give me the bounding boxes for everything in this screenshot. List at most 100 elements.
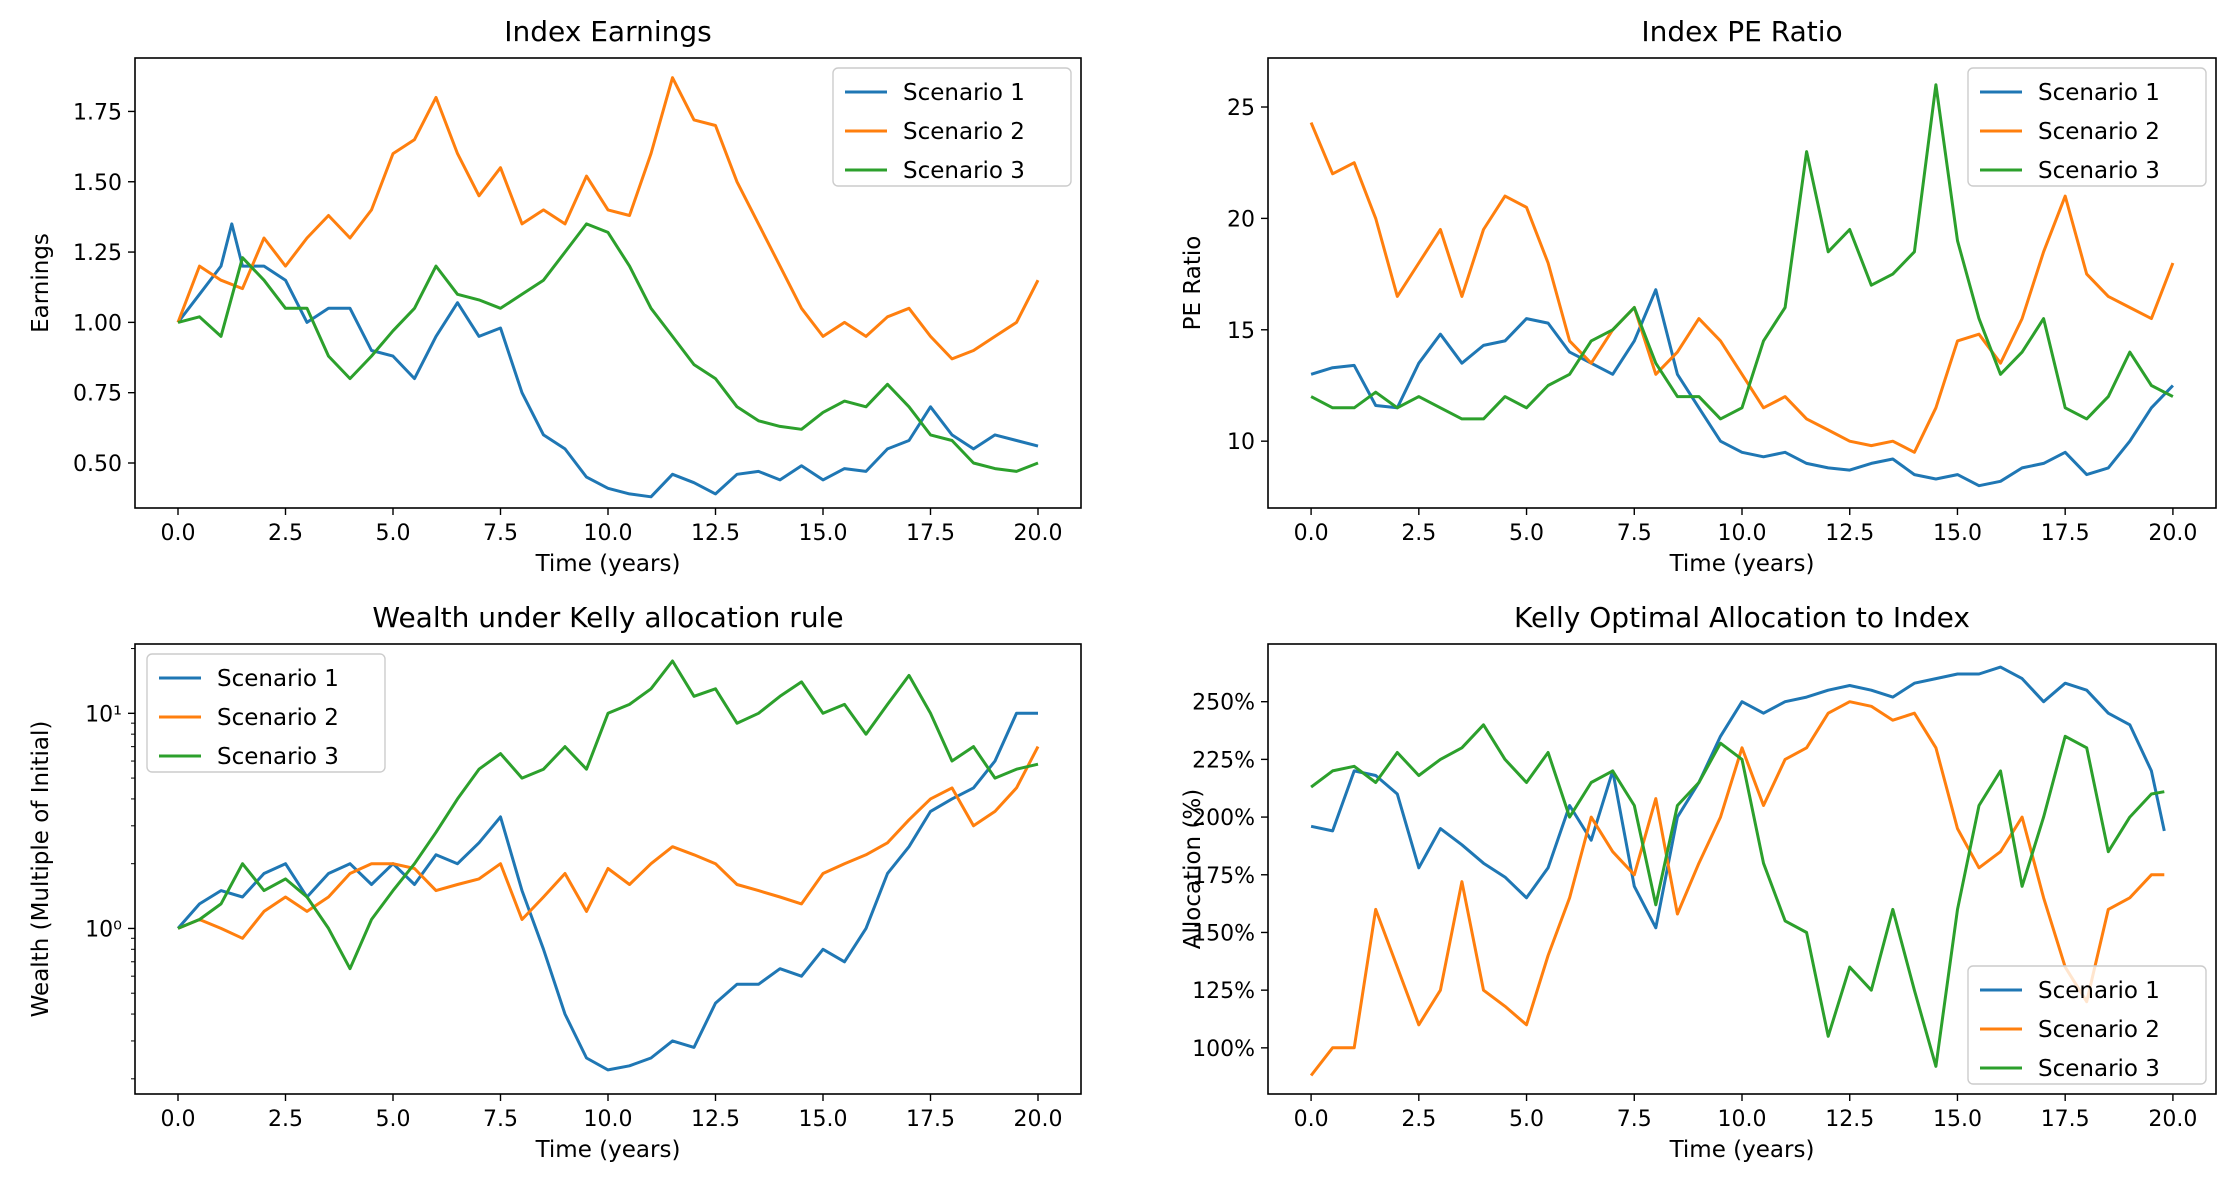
x-tick-label: 5.0 xyxy=(1509,1107,1544,1132)
x-tick-label: 15.0 xyxy=(1933,521,1982,546)
legend: Scenario 1 Scenario 2 Scenario 3 xyxy=(1967,67,2207,187)
x-tick-label: 7.5 xyxy=(483,521,518,546)
y-axis-label: Allocation (%) xyxy=(1180,789,1206,950)
legend-label-scenario-1: Scenario 1 xyxy=(217,666,339,692)
legend: Scenario 1 Scenario 2 Scenario 3 xyxy=(146,653,386,773)
x-tick-label: 15.0 xyxy=(799,1107,848,1132)
x-tick-label: 12.5 xyxy=(691,1107,740,1132)
x-axis-label: Time (years) xyxy=(535,1137,681,1163)
x-tick-label: 5.0 xyxy=(1509,521,1544,546)
y-tick-label: 100% xyxy=(1192,1037,1255,1062)
x-tick-label: 15.0 xyxy=(1933,1107,1982,1132)
y-tick-label: 1.00 xyxy=(73,311,122,336)
x-tick-label: 0.0 xyxy=(1294,521,1329,546)
x-axis-label: Time (years) xyxy=(1669,551,1815,577)
legend: Scenario 1 Scenario 2 Scenario 3 xyxy=(832,67,1072,187)
chart-title: Kelly Optimal Allocation to Index xyxy=(1514,601,1970,634)
x-tick-label: 12.5 xyxy=(1825,1107,1874,1132)
chart-title: Index Earnings xyxy=(504,15,711,48)
legend: Scenario 1 Scenario 2 Scenario 3 xyxy=(1967,965,2207,1085)
x-tick-label: 0.0 xyxy=(1294,1107,1329,1132)
series-line-scenario-1 xyxy=(1310,288,2174,488)
series-line-scenario-3 xyxy=(177,659,1039,971)
legend-box xyxy=(1967,67,2207,187)
y-tick-label: 150% xyxy=(1192,921,1255,946)
series-line-scenario-3 xyxy=(1310,723,2165,1068)
series-line-scenario-2 xyxy=(176,76,1040,361)
x-tick-label: 15.0 xyxy=(799,521,848,546)
series-line-scenario-3 xyxy=(177,222,1039,473)
series-line-scenario-2 xyxy=(177,745,1040,940)
y-tick-label: 20 xyxy=(1227,207,1255,232)
x-tick-label: 0.0 xyxy=(161,1107,196,1132)
legend-label-scenario-2: Scenario 2 xyxy=(2038,1017,2160,1043)
chart-kelly-allocation: 0.0 2.5 5.0 7.5 10.0 12.5 15.0 17.5 20.0 100% 125%… xyxy=(1180,601,2217,1163)
chart-index-earnings: 0.0 2.5 5.0 7.5 10.0 12.5 15.0 17.5 20.0 0.50 0.75… xyxy=(28,15,1082,577)
legend-label-scenario-1: Scenario 1 xyxy=(2038,80,2160,106)
x-axis-label: Time (years) xyxy=(1669,1137,1815,1163)
x-tick-label: 17.5 xyxy=(2041,1107,2090,1132)
legend-label-scenario-1: Scenario 1 xyxy=(2038,978,2160,1004)
x-tick-label: 7.5 xyxy=(1617,1107,1652,1132)
legend-label-scenario-3: Scenario 3 xyxy=(217,744,339,770)
x-tick-label: 10.0 xyxy=(1718,1107,1767,1132)
y-axis-label: Wealth (Multiple of Initial) xyxy=(28,721,54,1018)
chart-index-pe-ratio: 0.0 2.5 5.0 7.5 10.0 12.5 15.0 17.5 20.0 10 15 20 25… xyxy=(1180,15,2217,577)
legend-label-scenario-3: Scenario 3 xyxy=(2038,158,2160,184)
x-tick-label: 17.5 xyxy=(906,1107,955,1132)
legend-box xyxy=(832,67,1072,187)
y-tick-label: 10¹ xyxy=(85,702,122,727)
y-tick-label: 125% xyxy=(1192,979,1255,1004)
y-tick-label: 1.50 xyxy=(73,171,122,196)
legend-label-scenario-3: Scenario 3 xyxy=(903,158,1025,184)
x-tick-label: 5.0 xyxy=(376,1107,411,1132)
chart-wealth-kelly: 0.0 2.5 5.0 7.5 10.0 12.5 15.0 17.5 20.0 10⁰ 10¹ Ti… xyxy=(28,601,1082,1163)
x-tick-label: 10.0 xyxy=(584,521,633,546)
x-tick-label: 20.0 xyxy=(2148,1107,2197,1132)
x-tick-label: 2.5 xyxy=(268,1107,303,1132)
y-tick-label: 175% xyxy=(1192,864,1255,889)
legend-box xyxy=(146,653,386,773)
legend-label-scenario-2: Scenario 2 xyxy=(903,119,1025,145)
y-tick-label: 25 xyxy=(1227,96,1255,121)
x-axis-label: Time (years) xyxy=(535,551,681,577)
series-line-scenario-1 xyxy=(176,222,1039,499)
y-tick-label: 200% xyxy=(1192,806,1255,831)
x-tick-label: 12.5 xyxy=(691,521,740,546)
chart-title: Wealth under Kelly allocation rule xyxy=(372,601,843,634)
y-tick-label: 0.50 xyxy=(73,452,122,477)
y-tick-label: 225% xyxy=(1192,748,1255,773)
x-tick-label: 2.5 xyxy=(268,521,303,546)
x-tick-label: 20.0 xyxy=(1014,1107,1063,1132)
legend-label-scenario-2: Scenario 2 xyxy=(217,705,339,731)
legend-label-scenario-3: Scenario 3 xyxy=(2038,1056,2160,1082)
x-tick-label: 7.5 xyxy=(1617,521,1652,546)
x-tick-label: 20.0 xyxy=(2148,521,2197,546)
legend-label-scenario-1: Scenario 1 xyxy=(903,80,1025,106)
y-tick-label: 250% xyxy=(1192,691,1255,716)
x-tick-label: 7.5 xyxy=(483,1107,518,1132)
x-tick-label: 12.5 xyxy=(1825,521,1874,546)
x-tick-label: 10.0 xyxy=(1718,521,1767,546)
y-axis-label: Earnings xyxy=(28,233,54,333)
legend-label-scenario-2: Scenario 2 xyxy=(2038,119,2160,145)
x-tick-label: 2.5 xyxy=(1401,521,1436,546)
series-line-scenario-3 xyxy=(1310,83,2174,421)
y-tick-label: 10 xyxy=(1227,430,1255,455)
series-line-scenario-2 xyxy=(1309,122,2175,454)
chart-title: Index PE Ratio xyxy=(1641,15,1842,48)
x-tick-label: 20.0 xyxy=(1014,521,1063,546)
y-tick-label: 10⁰ xyxy=(85,917,122,942)
y-tick-label: 15 xyxy=(1227,319,1255,344)
x-tick-label: 17.5 xyxy=(2041,521,2090,546)
y-tick-label: 0.75 xyxy=(73,382,122,407)
series-line-scenario-2 xyxy=(1309,700,2165,1077)
x-tick-label: 5.0 xyxy=(376,521,411,546)
series-line-scenario-1 xyxy=(1310,665,2166,930)
series-line-scenario-1 xyxy=(176,711,1038,1072)
x-tick-label: 17.5 xyxy=(906,521,955,546)
y-tick-label: 1.25 xyxy=(73,241,122,266)
y-tick-label: 1.75 xyxy=(73,100,122,125)
x-tick-label: 2.5 xyxy=(1401,1107,1436,1132)
